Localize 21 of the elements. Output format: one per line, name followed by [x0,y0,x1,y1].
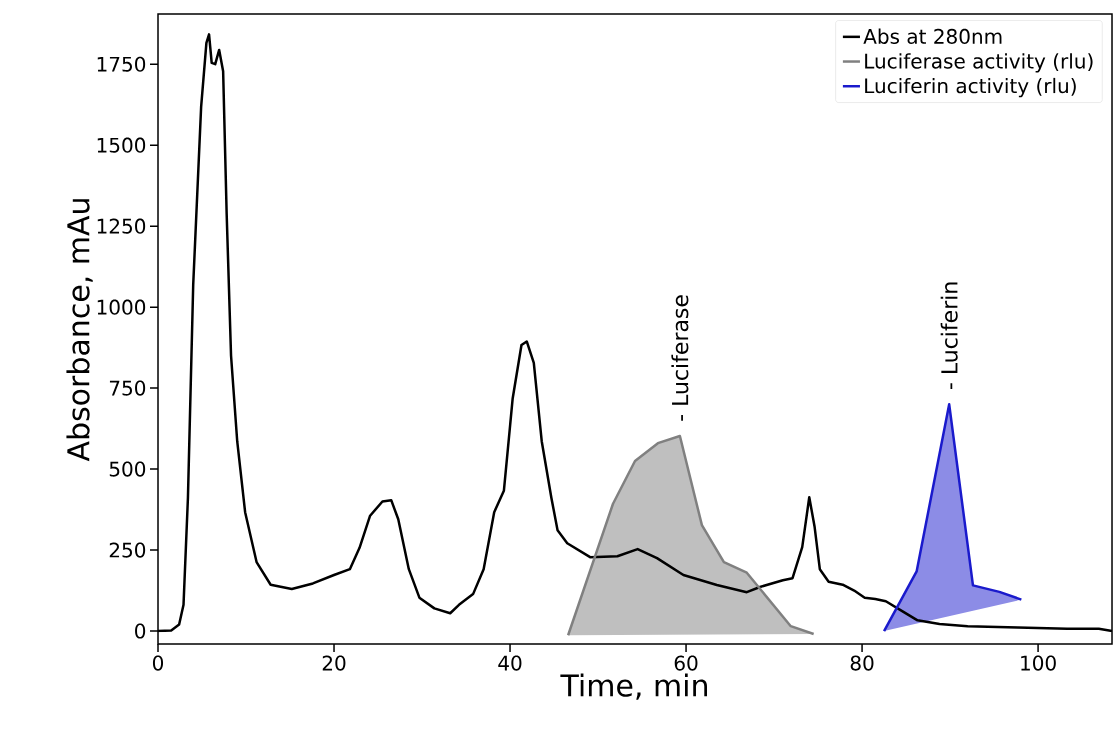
x-tick-label: 80 [850,655,874,671]
y-axis-title: Absorbance, mAu [66,199,93,462]
x-axis-title: Time, min [560,673,707,700]
legend-label: Luciferase activity (rlu) [865,53,1093,73]
y-tick-label: 1250 [97,218,146,234]
legend-label: Luciferin activity (rlu) [865,77,1076,98]
annotation: - Luciferin [940,282,958,390]
y-tick-label: 0 [135,623,146,639]
x-tick-label: 100 [1021,655,1056,671]
y-tick-label: 500 [109,461,146,477]
x-tick-label: 40 [498,655,522,671]
x-tick-label: 20 [322,655,346,671]
y-tick-label: 1500 [97,137,146,153]
x-tick-label: 0 [152,655,164,671]
y-tick-label: 250 [109,542,146,558]
x-tick-label: 60 [674,655,698,671]
y-tick-label: 1000 [97,299,146,315]
annotation: - Luciferase [671,295,689,421]
legend-label: Abs at 280nm [863,28,1002,44]
y-tick-label: 750 [109,380,146,396]
y-tick-label: 1750 [97,56,146,72]
